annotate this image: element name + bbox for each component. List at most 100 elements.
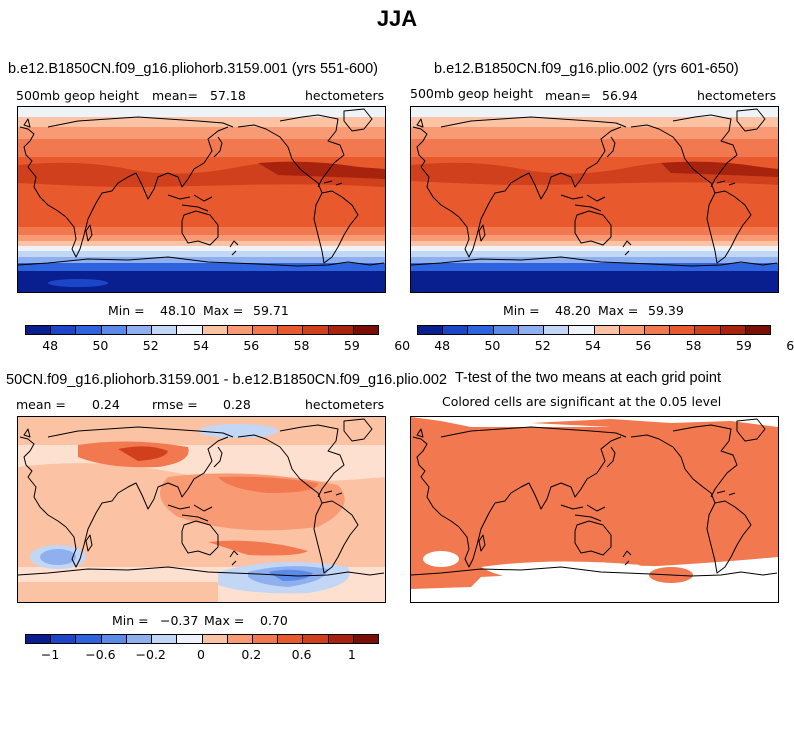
panel1-mean-label: mean= <box>152 88 198 103</box>
panel2-colorbar <box>417 325 771 335</box>
panel2-mean-label: mean= <box>545 88 591 103</box>
panel1-min-label: Min = <box>108 303 145 318</box>
colorbar-segment <box>594 326 620 334</box>
panel3-min-value: −0.37 <box>160 613 199 628</box>
panel2-min-label: Min = <box>503 303 540 318</box>
panel2-min-value: 48.20 <box>555 303 591 318</box>
colorbar-segment <box>51 326 77 334</box>
colorbar-tick-label: 58 <box>685 338 702 353</box>
panel1-units: hectometers <box>305 88 385 103</box>
colorbar-segment <box>26 635 52 643</box>
panel1-max-label: Max = <box>203 303 244 318</box>
colorbar-tick-label: 60 <box>394 338 411 353</box>
colorbar-segment <box>76 326 102 334</box>
colorbar-segment <box>619 326 645 334</box>
colorbar-segment <box>152 326 178 334</box>
panel3-units: hectometers <box>305 397 385 412</box>
colorbar-segment <box>252 326 279 334</box>
panel4-subtitle: Colored cells are significant at the 0.0… <box>442 394 722 409</box>
colorbar-segment <box>227 635 253 643</box>
panel3-rmse-label: rmse = <box>152 397 198 412</box>
panel1-colorbar <box>25 325 379 335</box>
colorbar-tick-label: 48 <box>434 338 451 353</box>
colorbar-segment <box>278 635 304 643</box>
colorbar-tick-label: −0.6 <box>85 647 116 662</box>
colorbar-tick-label: −1 <box>40 647 60 662</box>
colorbar-segment <box>745 326 771 334</box>
panel1-mean-value: 57.18 <box>210 88 246 103</box>
panel3-title: 50CN.f09_g16.pliohorb.3159.001 - b.e12.B… <box>6 372 447 388</box>
colorbar-segment <box>126 635 153 643</box>
colorbar-tick-label: −0.2 <box>135 647 166 662</box>
panel3-rmse-value: 0.28 <box>223 397 251 412</box>
colorbar-segment <box>644 326 671 334</box>
panel2-units: hectometers <box>697 88 777 103</box>
panel2-variable: 500mb geop height <box>410 86 533 101</box>
colorbar-tick-label: 48 <box>42 338 59 353</box>
colorbar-segment <box>443 326 469 334</box>
panel2-max-value: 59.39 <box>648 303 684 318</box>
panel3-max-label: Max = <box>204 613 245 628</box>
panel1-title: b.e12.B1850CN.f09_g16.pliohorb.3159.001 … <box>8 61 379 77</box>
panel3-mean-label: mean = <box>16 397 66 412</box>
colorbar-segment <box>569 326 595 334</box>
colorbar-segment <box>252 635 279 643</box>
colorbar-tick-label: 56 <box>243 338 260 353</box>
panel4-map <box>410 416 779 603</box>
colorbar-segment <box>51 635 77 643</box>
colorbar-tick-label: 59 <box>343 338 360 353</box>
colorbar-segment <box>26 326 52 334</box>
colorbar-segment <box>303 326 329 334</box>
colorbar-segment <box>278 326 304 334</box>
colorbar-segment <box>353 326 379 334</box>
colorbar-segment <box>202 326 228 334</box>
colorbar-tick-label: 58 <box>293 338 310 353</box>
colorbar-segment <box>177 326 203 334</box>
colorbar-segment <box>328 326 354 334</box>
panel3-map <box>17 416 386 603</box>
panel1-max-value: 59.71 <box>253 303 289 318</box>
panel3-min-label: Min = <box>112 613 149 628</box>
colorbar-segment <box>518 326 545 334</box>
colorbar-tick-label: 50 <box>484 338 501 353</box>
colorbar-segment <box>76 635 102 643</box>
colorbar-segment <box>202 635 228 643</box>
panel2-title: b.e12.B1850CN.f09_g16.plio.002 (yrs 601-… <box>434 61 739 77</box>
colorbar-segment <box>720 326 746 334</box>
colorbar-segment <box>101 635 127 643</box>
colorbar-tick-label: 52 <box>142 338 159 353</box>
colorbar-tick-label: 54 <box>193 338 209 353</box>
panel2-mean-value: 56.94 <box>602 88 638 103</box>
panel1-variable: 500mb geop height <box>16 88 139 103</box>
colorbar-segment <box>544 326 570 334</box>
colorbar-tick-label: 52 <box>534 338 551 353</box>
colorbar-segment <box>695 326 721 334</box>
colorbar-segment <box>493 326 519 334</box>
colorbar-tick-label: 0.6 <box>291 647 312 662</box>
panel1-map <box>17 106 386 293</box>
colorbar-segment <box>468 326 494 334</box>
colorbar-segment <box>670 326 696 334</box>
colorbar-tick-label: 54 <box>585 338 601 353</box>
colorbar-tick-label: 0 <box>197 647 205 662</box>
colorbar-segment <box>152 635 178 643</box>
colorbar-segment <box>227 326 253 334</box>
panel3-colorbar <box>25 634 379 644</box>
colorbar-segment <box>418 326 444 334</box>
panel2-map <box>410 106 779 293</box>
colorbar-tick-label: 60 <box>786 338 794 353</box>
colorbar-segment <box>177 635 203 643</box>
panel3-mean-value: 0.24 <box>92 397 120 412</box>
colorbar-tick-label: 56 <box>635 338 652 353</box>
colorbar-segment <box>328 635 354 643</box>
panel2-max-label: Max = <box>598 303 639 318</box>
panel1-min-value: 48.10 <box>160 303 196 318</box>
colorbar-segment <box>303 635 329 643</box>
colorbar-tick-label: 1 <box>347 647 356 662</box>
colorbar-segment <box>101 326 127 334</box>
colorbar-segment <box>126 326 153 334</box>
panel3-max-value: 0.70 <box>260 613 288 628</box>
colorbar-tick-label: 59 <box>735 338 752 353</box>
colorbar-tick-label: 50 <box>92 338 109 353</box>
colorbar-segment <box>353 635 379 643</box>
